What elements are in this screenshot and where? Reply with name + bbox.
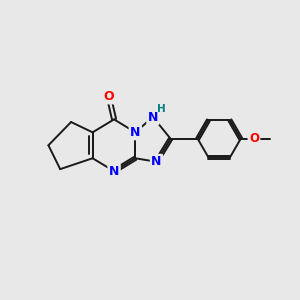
Text: N: N bbox=[130, 126, 140, 139]
Text: H: H bbox=[158, 104, 166, 114]
Text: N: N bbox=[151, 155, 162, 168]
Text: O: O bbox=[249, 132, 259, 145]
Text: N: N bbox=[109, 165, 119, 178]
Text: O: O bbox=[103, 90, 114, 103]
Text: N: N bbox=[148, 110, 158, 124]
